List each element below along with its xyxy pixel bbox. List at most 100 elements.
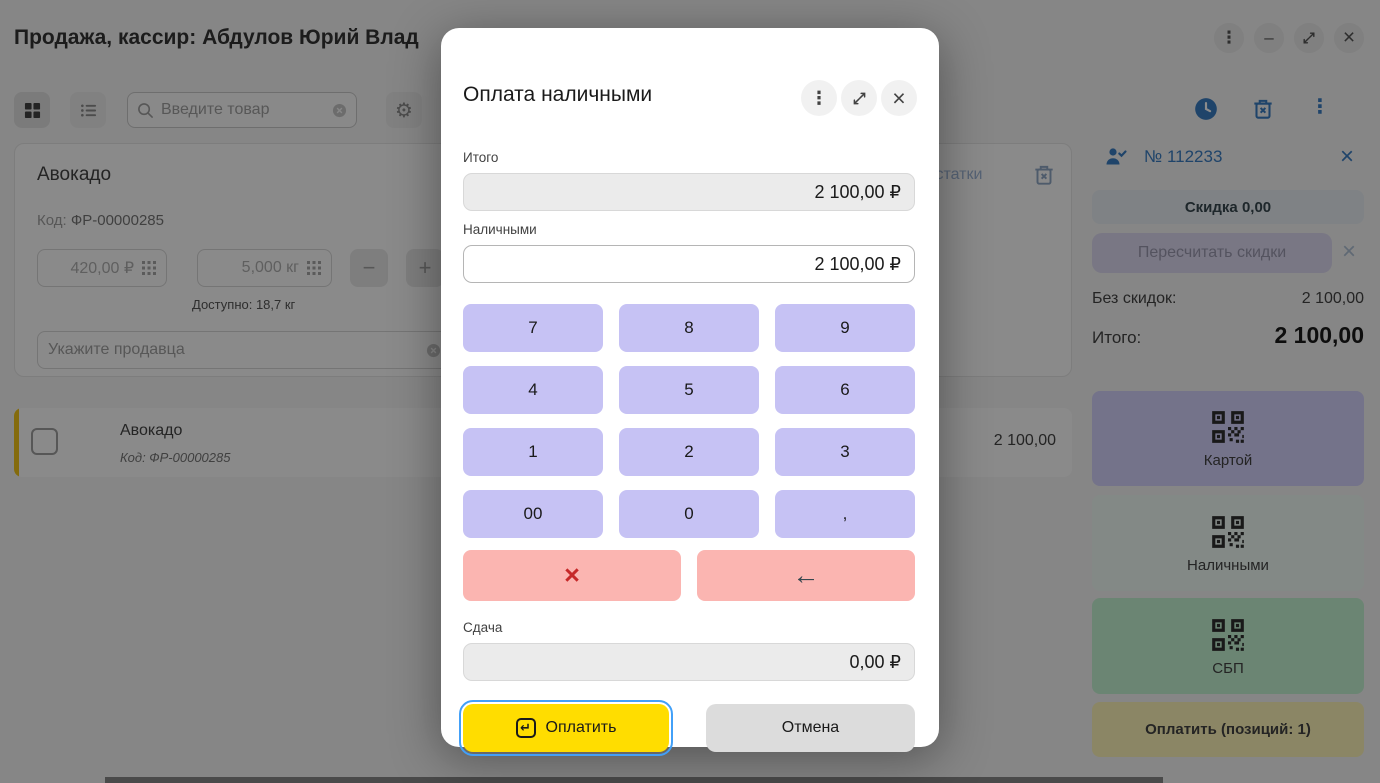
payment-sidebar: ⋮ № 112233 × Скидка 0,00 Пересчитать ски… xyxy=(1092,0,1364,783)
keypad-6[interactable]: 6 xyxy=(775,366,915,414)
discount-button[interactable]: Скидка 0,00 xyxy=(1092,190,1364,224)
keypad-8[interactable]: 8 xyxy=(619,304,759,352)
price-field[interactable]: 420,00 ₽ xyxy=(37,249,167,287)
qr-code-icon xyxy=(1212,515,1244,548)
backspace-arrow-icon: ← xyxy=(792,560,820,590)
keypad-clear-button[interactable]: × xyxy=(463,550,681,601)
keypad-4[interactable]: 4 xyxy=(463,366,603,414)
modal-cash-input[interactable] xyxy=(463,245,915,283)
item-checkbox[interactable] xyxy=(31,428,58,455)
modal-menu-button[interactable]: ⋮ xyxy=(801,80,837,116)
confirm-pay-button[interactable]: ↵ Оплатить xyxy=(459,700,673,756)
keypad-actions: × ← xyxy=(463,550,915,601)
quantity-field[interactable]: 5,000 кг xyxy=(197,249,332,287)
keypad-9[interactable]: 9 xyxy=(775,304,915,352)
keypad-00[interactable]: 00 xyxy=(463,490,603,538)
history-clock-icon[interactable] xyxy=(1193,96,1219,122)
numpad-icon xyxy=(307,261,321,275)
pay-method-label: Картой xyxy=(1203,452,1253,469)
product-code-value: ФР-00000285 xyxy=(70,212,164,229)
keypad-5[interactable]: 5 xyxy=(619,366,759,414)
bottom-panel-edge xyxy=(105,777,1163,783)
cancel-recalc-icon[interactable]: × xyxy=(1342,238,1357,265)
page-title: Продажа, кассир: Абдулов Юрий Влад xyxy=(14,26,419,49)
cashier-check-icon xyxy=(1106,148,1127,165)
list-view-icon xyxy=(80,103,96,117)
available-stock-label: Доступно: 18,7 кг xyxy=(192,297,296,312)
sidebar-menu-button[interactable]: ⋮ xyxy=(1310,94,1330,119)
product-search xyxy=(127,92,357,128)
close-receipt-icon[interactable]: × xyxy=(1340,143,1355,170)
cancel-button[interactable]: Отмена xyxy=(706,704,915,752)
window-menu-button[interactable]: ⋮ xyxy=(1214,23,1244,53)
keypad-0[interactable]: 0 xyxy=(619,490,759,538)
pay-positions-button[interactable]: Оплатить (позиций: 1) xyxy=(1092,702,1364,757)
close-icon: × xyxy=(892,84,906,111)
pay-by-sbp-button[interactable]: СБП xyxy=(1092,598,1364,694)
clear-receipt-icon[interactable] xyxy=(1250,96,1276,122)
modal-close-button[interactable]: × xyxy=(881,80,917,116)
expand-icon xyxy=(853,92,865,104)
item-code: Код: ФР-00000285 xyxy=(120,450,231,465)
receipt-header-row: № 112233 × xyxy=(1092,144,1364,172)
pay-method-label: СБП xyxy=(1212,659,1244,677)
row-accent-bar xyxy=(14,408,19,477)
item-amount: 2 100,00 xyxy=(993,432,1056,449)
pay-by-card-button[interactable]: Картой xyxy=(1092,391,1364,486)
no-discount-label: Без скидок: xyxy=(1092,290,1177,307)
receipt-number: № 112233 xyxy=(1144,147,1223,166)
numeric-keypad: 7 8 9 4 5 6 1 2 3 00 0 , xyxy=(463,304,915,538)
keypad-3[interactable]: 3 xyxy=(775,428,915,476)
no-discount-value: 2 100,00 xyxy=(1301,290,1364,307)
search-input[interactable] xyxy=(161,101,325,119)
confirm-pay-label: Оплатить xyxy=(545,719,617,736)
total-label: Итого: xyxy=(1092,328,1142,347)
recalculate-discounts-button[interactable]: Пересчитать скидки xyxy=(1092,233,1332,273)
clear-search-icon[interactable] xyxy=(332,103,347,118)
grid-view-icon xyxy=(24,102,40,118)
numpad-icon xyxy=(142,261,156,275)
item-title: Авокадо xyxy=(120,422,183,439)
expand-icon xyxy=(1303,32,1315,44)
keypad-7[interactable]: 7 xyxy=(463,304,603,352)
quantity-increase-button[interactable]: + xyxy=(406,249,444,287)
delete-product-icon[interactable] xyxy=(1031,162,1057,188)
product-title: Авокадо xyxy=(37,164,112,185)
search-icon xyxy=(138,102,153,118)
pay-method-label: Наличными xyxy=(1187,556,1269,574)
quantity-decrease-button[interactable]: − xyxy=(350,249,388,287)
quantity-value: 5,000 кг xyxy=(241,259,299,276)
kebab-icon: ⋮ xyxy=(810,87,828,108)
window-minimize-button[interactable]: – xyxy=(1254,23,1284,53)
pay-by-cash-button[interactable]: Наличными xyxy=(1092,495,1364,591)
cash-payment-modal: Оплата наличными ⋮ × Итого Наличными 7 8… xyxy=(441,28,939,756)
modal-cash-label: Наличными xyxy=(463,222,537,237)
qr-code-icon xyxy=(1212,411,1244,443)
total-value: 2 100,00 xyxy=(1274,322,1364,348)
close-icon: × xyxy=(1342,26,1356,49)
seller-input[interactable] xyxy=(48,341,418,359)
seller-field xyxy=(37,331,452,369)
clear-seller-icon[interactable] xyxy=(426,343,441,358)
qr-code-icon xyxy=(1212,618,1244,651)
modal-expand-button[interactable] xyxy=(841,80,877,116)
keypad-comma[interactable]: , xyxy=(775,490,915,538)
modal-total-field xyxy=(463,173,915,211)
keypad-1[interactable]: 1 xyxy=(463,428,603,476)
product-code: Код: ФР-00000285 xyxy=(37,212,164,229)
window-close-button[interactable]: × xyxy=(1334,23,1364,53)
clear-x-icon: × xyxy=(564,560,580,590)
keypad-2[interactable]: 2 xyxy=(619,428,759,476)
list-view-button[interactable] xyxy=(70,92,106,128)
window-expand-button[interactable] xyxy=(1294,23,1324,53)
kebab-icon: ⋮ xyxy=(1310,96,1330,118)
modal-total-label: Итого xyxy=(463,150,499,165)
settings-button[interactable]: ⚙ xyxy=(386,92,422,128)
grid-view-button[interactable] xyxy=(14,92,50,128)
price-value: 420,00 ₽ xyxy=(70,260,134,277)
modal-title: Оплата наличными xyxy=(463,83,653,106)
keypad-backspace-button[interactable]: ← xyxy=(697,550,915,601)
minimize-icon: – xyxy=(1264,28,1274,47)
kebab-icon: ⋮ xyxy=(1220,28,1238,47)
no-discount-row: Без скидок: 2 100,00 xyxy=(1092,290,1364,308)
